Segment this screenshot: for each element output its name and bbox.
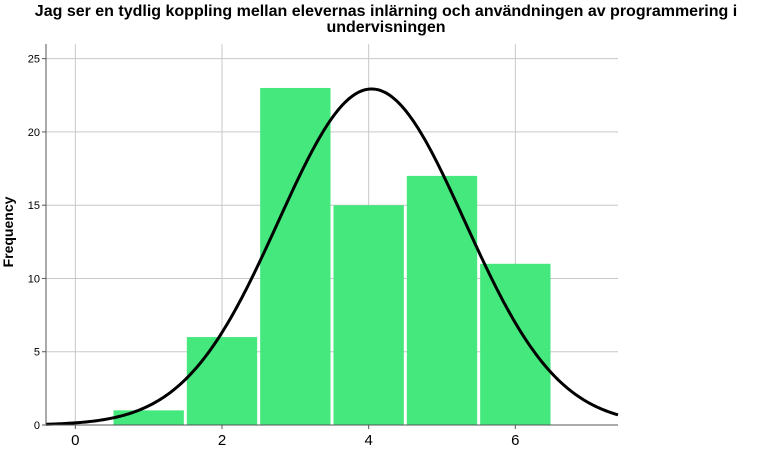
y-tick-label-0: 0 xyxy=(34,420,40,432)
y-tick-label-10: 10 xyxy=(28,273,40,285)
histogram-bars xyxy=(113,87,551,425)
chart-title-line-2: undervisningen xyxy=(326,19,446,36)
y-tick-label-5: 5 xyxy=(34,347,40,359)
bar-2 xyxy=(186,337,258,425)
chart-title: Jag ser en tydlig koppling mellan elever… xyxy=(0,4,772,36)
x-tick-labels: 0 2 4 6 xyxy=(71,425,520,449)
bar-6 xyxy=(480,263,551,425)
y-tick-labels: 0 5 10 15 20 25 xyxy=(28,54,46,432)
normal-curve-layer xyxy=(45,87,619,426)
y-tick-label-20: 20 xyxy=(28,127,40,139)
axes xyxy=(45,44,618,426)
x-tick-label-4: 4 xyxy=(364,432,372,449)
bar-5 xyxy=(406,175,478,425)
y-axis-label: Frequency xyxy=(0,196,16,267)
bar-4 xyxy=(333,205,404,425)
bar-1 xyxy=(113,410,184,425)
y-tick-label-15: 15 xyxy=(28,200,40,212)
y-tick-label-25: 25 xyxy=(28,54,40,66)
x-tick-label-0: 0 xyxy=(71,432,79,449)
normal-curve xyxy=(45,87,619,426)
chart-title-line-1: Jag ser en tydlig koppling mellan elever… xyxy=(34,3,738,20)
bar-3 xyxy=(260,87,331,425)
x-tick-label-2: 2 xyxy=(218,432,226,449)
x-tick-label-6: 6 xyxy=(511,432,519,449)
